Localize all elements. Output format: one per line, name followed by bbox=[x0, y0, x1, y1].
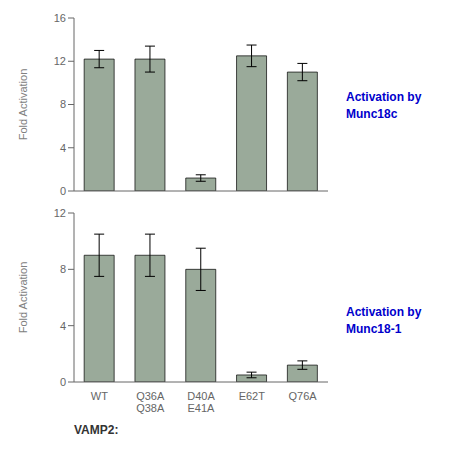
svg-text:12: 12 bbox=[54, 207, 66, 219]
svg-text:Fold Activation: Fold Activation bbox=[17, 262, 29, 334]
svg-text:WT: WT bbox=[91, 390, 108, 402]
svg-text:D40AE41A: D40AE41A bbox=[187, 390, 215, 414]
svg-text:Fold Activation: Fold Activation bbox=[17, 69, 29, 141]
svg-text:8: 8 bbox=[60, 263, 66, 275]
html-text:Activation by: Activation by bbox=[346, 89, 422, 104]
html-text:Activation by: Activation by bbox=[346, 304, 422, 319]
svg-text:0: 0 bbox=[60, 376, 66, 388]
svg-text:12: 12 bbox=[54, 55, 66, 67]
html-text:Munc18c: Munc18c bbox=[346, 106, 398, 121]
svg-text:Q76A: Q76A bbox=[289, 390, 318, 402]
html-text:Munc18-1: Munc18-1 bbox=[346, 321, 402, 336]
svg-text:4: 4 bbox=[60, 142, 66, 154]
svg-text:4: 4 bbox=[60, 320, 66, 332]
svg-text:16: 16 bbox=[54, 12, 66, 24]
svg-text:E62T: E62T bbox=[239, 390, 266, 402]
svg-text:8: 8 bbox=[60, 98, 66, 110]
svg-text:0: 0 bbox=[60, 185, 66, 197]
svg-text:VAMP2:: VAMP2: bbox=[74, 423, 118, 437]
svg-text:Q36AQ38A: Q36AQ38A bbox=[136, 390, 165, 414]
